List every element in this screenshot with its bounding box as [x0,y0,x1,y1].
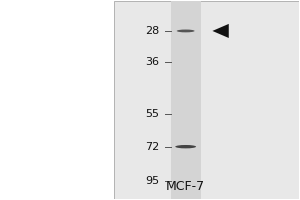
Bar [171,1,200,199]
Text: 95: 95 [145,176,159,186]
Text: 36: 36 [145,57,159,67]
Text: 72: 72 [145,142,159,152]
Text: 55: 55 [145,109,159,119]
Polygon shape [212,24,229,38]
Ellipse shape [175,145,196,148]
Text: 28: 28 [145,26,159,36]
Bar [114,1,298,199]
Ellipse shape [177,30,195,32]
Text: MCF-7: MCF-7 [166,180,205,193]
